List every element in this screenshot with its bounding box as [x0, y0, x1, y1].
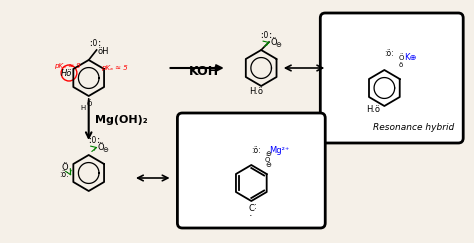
Text: Resonance hybrid: Resonance hybrid	[373, 123, 454, 132]
Text: :ö:: :ö:	[59, 170, 69, 179]
Text: ⊖: ⊖	[102, 147, 109, 153]
Text: Mg(OH)₂: Mg(OH)₂	[95, 115, 147, 125]
Text: ⊖: ⊖	[265, 162, 271, 168]
Text: Mg²⁺: Mg²⁺	[269, 146, 290, 155]
Text: :ö:: :ö:	[251, 146, 261, 155]
Text: Ö: Ö	[87, 100, 92, 107]
Text: .: .	[248, 208, 252, 218]
Text: pKₐ ≈ 9: pKₐ ≈ 9	[54, 63, 81, 69]
Text: K⊕: K⊕	[404, 53, 417, 62]
Text: :O:: :O:	[87, 136, 100, 145]
Text: ö: ö	[398, 62, 402, 68]
Text: :ö:: :ö:	[384, 49, 394, 58]
FancyBboxPatch shape	[177, 113, 325, 228]
FancyBboxPatch shape	[320, 13, 463, 143]
Text: ⊖: ⊖	[275, 42, 281, 48]
Text: :O:: :O:	[259, 31, 273, 40]
Text: Ö: Ö	[61, 163, 68, 172]
Text: H.ö: H.ö	[249, 87, 264, 96]
Text: :O:: :O:	[88, 39, 101, 48]
Text: .: .	[61, 62, 65, 72]
Text: Ö: Ö	[98, 143, 104, 152]
Text: pKₐ ≈ 5: pKₐ ≈ 5	[100, 65, 128, 71]
Text: Hö: Hö	[61, 69, 73, 78]
Text: H: H	[81, 105, 86, 111]
Text: ⊖: ⊖	[265, 151, 271, 157]
Text: H.ö: H.ö	[366, 105, 381, 114]
Text: C: C	[248, 204, 254, 213]
Text: Ö: Ö	[265, 156, 271, 163]
Text: Ö: Ö	[270, 38, 277, 47]
Text: KOH: KOH	[189, 65, 219, 78]
Text: :: :	[254, 202, 257, 211]
Text: Ö: Ö	[398, 54, 403, 61]
Text: öH: öH	[98, 47, 109, 56]
